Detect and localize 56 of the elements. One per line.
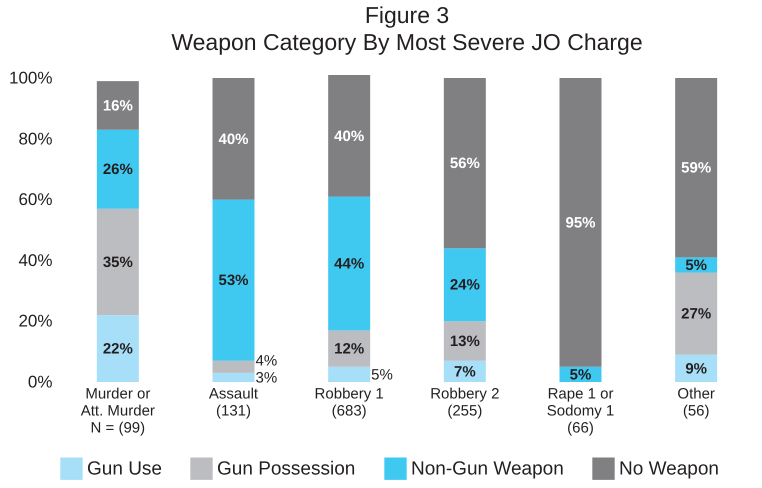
bar — [96, 208, 139, 316]
data-label: 27% — [681, 306, 712, 323]
chart-title: Figure 3 — [364, 2, 450, 28]
x-tick-label: Robbery 1 (683) — [314, 386, 384, 420]
legend-label: Gun Possession — [217, 458, 356, 480]
chart-subtitle: Weapon Category By Most Severe JO Charge — [171, 29, 643, 56]
legend-label: Non-Gun Weapon — [411, 458, 564, 480]
data-label: 5% — [371, 366, 393, 384]
data-label: 24% — [450, 276, 480, 294]
bar — [212, 372, 254, 382]
data-label: 4% — [256, 352, 278, 370]
bar — [675, 78, 718, 258]
x-tick-label: Robbery 2 (255) — [430, 386, 500, 420]
bar — [96, 315, 139, 382]
data-label: 16% — [102, 97, 133, 114]
bar — [444, 248, 486, 322]
data-label: 53% — [218, 272, 249, 290]
bar — [560, 78, 602, 367]
bar — [212, 200, 254, 361]
y-tick-label: 100% — [9, 68, 52, 88]
legend-label: Gun Use — [87, 458, 162, 480]
data-label: 5% — [685, 256, 708, 274]
data-label: 35% — [102, 254, 133, 271]
x-tick-label: Assault (131) — [208, 386, 259, 420]
data-label: 26% — [102, 161, 133, 178]
bar — [328, 196, 370, 330]
bar — [212, 78, 254, 200]
data-label: 59% — [681, 160, 712, 177]
y-tick-label: 20% — [18, 312, 52, 331]
y-tick-label: 40% — [18, 250, 52, 270]
bar — [675, 272, 718, 355]
bar — [328, 366, 370, 382]
data-label: 56% — [450, 155, 480, 172]
bar — [96, 81, 139, 130]
data-label: 22% — [102, 340, 133, 358]
data-label: 5% — [570, 366, 592, 384]
data-label: 44% — [334, 255, 364, 272]
data-label: 13% — [450, 332, 480, 350]
x-tick-label: Other (56) — [677, 386, 715, 420]
x-tick-label: Murder or Att. Murder N = (99) — [80, 386, 155, 436]
y-tick-label: 80% — [18, 129, 52, 148]
data-label: 95% — [565, 214, 596, 232]
bar — [328, 75, 370, 197]
y-tick-label: 0% — [28, 372, 52, 392]
legend-label: No Weapon — [619, 458, 719, 480]
data-label: 3% — [256, 369, 278, 386]
data-label: 9% — [685, 360, 708, 378]
data-label: 12% — [334, 340, 364, 358]
bar — [96, 130, 139, 209]
data-label: 7% — [454, 363, 476, 380]
x-tick-label: Rape 1 or Sodomy 1 (66) — [546, 386, 614, 436]
y-tick-label: 60% — [18, 190, 52, 210]
data-label: 40% — [334, 128, 364, 145]
bar — [444, 78, 486, 248]
data-label: 40% — [218, 130, 249, 148]
bar — [212, 360, 254, 373]
